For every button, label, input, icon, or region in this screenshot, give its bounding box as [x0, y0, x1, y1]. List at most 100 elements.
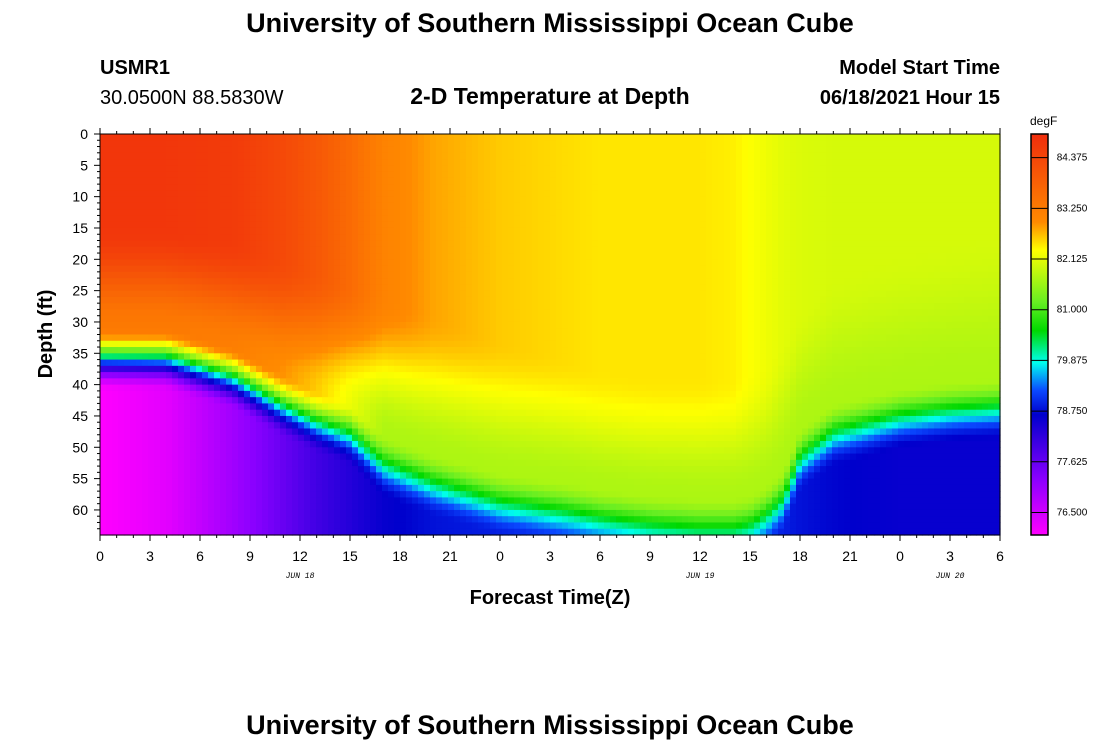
- heatmap-cell: [256, 403, 263, 411]
- heatmap-cell: [136, 447, 143, 455]
- heatmap-cell: [418, 516, 425, 524]
- heatmap-cell: [304, 478, 311, 486]
- heatmap-cell: [538, 472, 545, 480]
- heatmap-cell: [358, 184, 365, 191]
- heatmap-cell: [166, 347, 173, 354]
- heatmap-cell: [118, 290, 125, 298]
- heatmap-cell: [172, 209, 179, 217]
- heatmap-cell: [400, 177, 407, 185]
- heatmap-cell: [154, 184, 161, 191]
- heatmap-cell: [544, 253, 551, 260]
- heatmap-cell: [376, 384, 383, 392]
- heatmap-cell: [346, 509, 353, 517]
- heatmap-cell: [520, 384, 527, 392]
- heatmap-cell: [256, 447, 263, 455]
- heatmap-cell: [130, 140, 137, 148]
- heatmap-cell: [292, 334, 299, 342]
- heatmap-cell: [202, 140, 209, 148]
- heatmap-cell: [442, 215, 449, 223]
- heatmap-cell: [454, 478, 461, 486]
- heatmap-cell: [532, 441, 539, 448]
- heatmap-cell: [520, 453, 527, 461]
- heatmap-cell: [436, 278, 443, 285]
- heatmap-cell: [196, 290, 203, 298]
- heatmap-cell: [328, 140, 335, 148]
- heatmap-cell: [424, 284, 431, 292]
- heatmap-cell: [190, 434, 197, 442]
- heatmap-cell: [382, 365, 389, 373]
- heatmap-cell: [124, 347, 131, 354]
- heatmap-cell: [334, 215, 341, 223]
- heatmap-cell: [184, 516, 191, 524]
- heatmap-cell: [472, 209, 479, 217]
- heatmap-cell: [418, 290, 425, 298]
- heatmap-cell: [322, 190, 329, 198]
- heatmap-cell: [256, 271, 263, 279]
- heatmap-cell: [508, 171, 515, 179]
- heatmap-cell: [442, 453, 449, 461]
- heatmap-cell: [136, 303, 143, 311]
- heatmap-cell: [220, 290, 227, 298]
- heatmap-cell: [178, 146, 185, 154]
- heatmap-cell: [508, 134, 515, 141]
- heatmap-cell: [328, 447, 335, 455]
- heatmap-cell: [124, 309, 131, 317]
- heatmap-cell: [370, 221, 377, 229]
- heatmap-cell: [184, 478, 191, 486]
- heatmap-cell: [280, 227, 287, 235]
- heatmap-cell: [430, 428, 437, 436]
- heatmap-cell: [514, 384, 521, 392]
- heatmap-cell: [250, 290, 257, 298]
- heatmap-cell: [346, 234, 353, 242]
- heatmap-cell: [460, 441, 467, 448]
- heatmap-cell: [358, 278, 365, 285]
- heatmap-cell: [538, 315, 545, 323]
- heatmap-cell: [238, 215, 245, 223]
- heatmap-cell: [172, 447, 179, 455]
- heatmap-cell: [124, 409, 131, 417]
- heatmap-cell: [544, 528, 551, 536]
- heatmap-cell: [472, 309, 479, 317]
- heatmap-cell: [334, 278, 341, 285]
- heatmap-cell: [352, 303, 359, 311]
- heatmap-cell: [214, 516, 221, 524]
- heatmap-cell: [436, 415, 443, 423]
- heatmap-cell: [340, 403, 347, 411]
- heatmap-cell: [430, 296, 437, 304]
- heatmap-cell: [442, 528, 449, 536]
- heatmap-cell: [526, 196, 533, 204]
- heatmap-cell: [166, 271, 173, 279]
- heatmap-cell: [322, 221, 329, 229]
- heatmap-cell: [136, 491, 143, 499]
- heatmap-cell: [208, 265, 215, 273]
- heatmap-cell: [460, 478, 467, 486]
- heatmap-cell: [232, 453, 239, 461]
- heatmap-cell: [478, 290, 485, 298]
- heatmap-cell: [178, 340, 185, 348]
- heatmap-cell: [370, 196, 377, 204]
- heatmap-cell: [274, 403, 281, 411]
- heatmap-cell: [394, 422, 401, 430]
- heatmap-cell: [280, 196, 287, 204]
- heatmap-cell: [160, 390, 167, 398]
- heatmap-cell: [406, 484, 413, 492]
- heatmap-cell: [280, 434, 287, 442]
- heatmap-cell: [178, 428, 185, 436]
- heatmap-cell: [106, 134, 113, 141]
- heatmap-cell: [478, 159, 485, 166]
- heatmap-cell: [436, 434, 443, 442]
- heatmap-cell: [130, 434, 137, 442]
- heatmap-cell: [454, 253, 461, 260]
- heatmap-cell: [520, 321, 527, 329]
- heatmap-cell: [118, 284, 125, 292]
- heatmap-cell: [382, 359, 389, 367]
- heatmap-cell: [484, 134, 491, 141]
- heatmap-cell: [268, 447, 275, 455]
- heatmap-cell: [244, 296, 251, 304]
- heatmap-cell: [220, 146, 227, 154]
- heatmap-cell: [148, 221, 155, 229]
- heatmap-cell: [238, 353, 245, 361]
- heatmap-cell: [202, 340, 209, 348]
- heatmap-cell: [340, 378, 347, 386]
- heatmap-cell: [142, 415, 149, 423]
